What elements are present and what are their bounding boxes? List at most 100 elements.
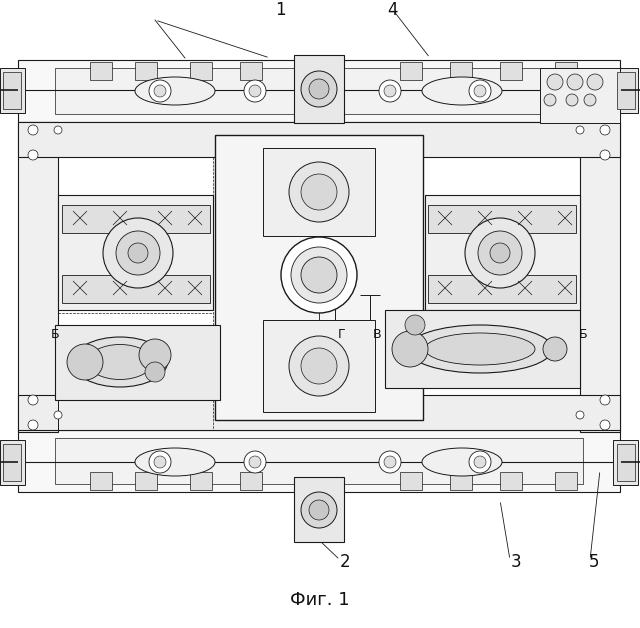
- Bar: [3, 444, 21, 481]
- Ellipse shape: [425, 333, 535, 365]
- Circle shape: [301, 257, 337, 293]
- Circle shape: [600, 150, 610, 160]
- Bar: [617, 72, 635, 109]
- Circle shape: [469, 451, 491, 473]
- Bar: [190, 62, 212, 80]
- Circle shape: [154, 456, 166, 468]
- Circle shape: [145, 362, 165, 382]
- Circle shape: [469, 80, 491, 102]
- Circle shape: [490, 243, 510, 263]
- Bar: [55, 68, 583, 114]
- Circle shape: [54, 411, 62, 419]
- Circle shape: [567, 74, 583, 90]
- Circle shape: [544, 94, 556, 106]
- Bar: [62, 205, 210, 233]
- Text: Г: Г: [338, 328, 346, 342]
- Text: 3: 3: [511, 553, 522, 571]
- Text: 2: 2: [340, 553, 350, 571]
- Circle shape: [584, 94, 596, 106]
- Circle shape: [405, 315, 425, 335]
- Circle shape: [103, 218, 173, 288]
- Bar: [215, 135, 423, 420]
- Circle shape: [301, 174, 337, 210]
- Circle shape: [384, 456, 396, 468]
- Circle shape: [149, 80, 171, 102]
- Bar: [58, 195, 213, 310]
- Bar: [190, 472, 212, 490]
- Bar: [18, 395, 620, 430]
- Bar: [500, 472, 522, 490]
- Text: Б: Б: [51, 328, 60, 342]
- Circle shape: [576, 126, 584, 134]
- Circle shape: [54, 126, 62, 134]
- Bar: [555, 62, 577, 80]
- Circle shape: [289, 336, 349, 396]
- Circle shape: [249, 456, 261, 468]
- Ellipse shape: [422, 77, 502, 105]
- Bar: [263, 320, 375, 412]
- Bar: [263, 148, 375, 236]
- Circle shape: [600, 125, 610, 135]
- Bar: [428, 275, 576, 303]
- Bar: [135, 472, 157, 490]
- Circle shape: [543, 337, 567, 361]
- Circle shape: [301, 348, 337, 384]
- Bar: [425, 195, 580, 310]
- Bar: [0, 440, 25, 485]
- Bar: [0, 68, 25, 113]
- Bar: [3, 72, 21, 109]
- Text: 1: 1: [275, 1, 285, 19]
- Circle shape: [244, 451, 266, 473]
- Circle shape: [301, 492, 337, 528]
- Circle shape: [384, 85, 396, 97]
- Text: В: В: [373, 328, 381, 342]
- Circle shape: [28, 125, 38, 135]
- Circle shape: [576, 411, 584, 419]
- Text: Фиг. 1: Фиг. 1: [290, 591, 350, 609]
- Text: 4: 4: [388, 1, 398, 19]
- Bar: [400, 472, 422, 490]
- Circle shape: [478, 231, 522, 275]
- Bar: [62, 275, 210, 303]
- Bar: [18, 122, 58, 432]
- Bar: [385, 310, 580, 388]
- Ellipse shape: [422, 448, 502, 476]
- Bar: [294, 477, 344, 542]
- Circle shape: [291, 247, 347, 303]
- Bar: [613, 440, 638, 485]
- Circle shape: [281, 237, 357, 313]
- Circle shape: [474, 456, 486, 468]
- Bar: [540, 68, 620, 123]
- Circle shape: [28, 395, 38, 405]
- Circle shape: [465, 218, 535, 288]
- Bar: [428, 205, 576, 233]
- Bar: [135, 62, 157, 80]
- Bar: [450, 62, 472, 80]
- Circle shape: [379, 80, 401, 102]
- Circle shape: [249, 85, 261, 97]
- Circle shape: [289, 162, 349, 222]
- Ellipse shape: [88, 345, 152, 379]
- Bar: [500, 62, 522, 80]
- Circle shape: [587, 74, 603, 90]
- Circle shape: [28, 150, 38, 160]
- Bar: [240, 62, 262, 80]
- Circle shape: [547, 74, 563, 90]
- Circle shape: [301, 71, 337, 107]
- Ellipse shape: [135, 77, 215, 105]
- Circle shape: [139, 339, 171, 371]
- Bar: [55, 438, 583, 484]
- Circle shape: [128, 243, 148, 263]
- Bar: [90, 472, 112, 490]
- Circle shape: [474, 85, 486, 97]
- Circle shape: [154, 85, 166, 97]
- Bar: [294, 55, 344, 123]
- Circle shape: [379, 451, 401, 473]
- Circle shape: [566, 94, 578, 106]
- Bar: [55, 325, 220, 400]
- Circle shape: [600, 395, 610, 405]
- Bar: [613, 68, 638, 113]
- Bar: [450, 472, 472, 490]
- Ellipse shape: [72, 337, 168, 387]
- Ellipse shape: [408, 325, 552, 373]
